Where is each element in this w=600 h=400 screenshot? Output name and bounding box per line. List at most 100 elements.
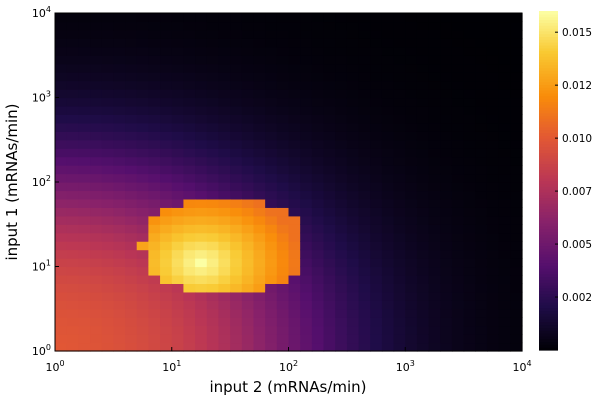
heatmap-cell	[125, 241, 138, 251]
heatmap-cell	[66, 46, 79, 56]
heatmap-cell	[346, 258, 360, 268]
heatmap-cell	[416, 182, 430, 192]
heatmap-cell	[125, 232, 138, 242]
heatmap-cell	[475, 114, 488, 124]
heatmap-cell	[370, 198, 383, 208]
colorbar-swatch	[539, 301, 558, 306]
heatmap-cell	[440, 89, 453, 99]
heatmap-cell	[451, 283, 465, 293]
heatmap-cell	[288, 63, 301, 73]
heatmap-cell	[311, 80, 325, 90]
heatmap-cell	[171, 249, 185, 259]
heatmap-cell	[463, 63, 476, 73]
heatmap-cell	[335, 232, 348, 242]
y-tick-label: 100	[32, 343, 51, 358]
heatmap-cell	[370, 232, 383, 242]
heatmap-cell	[358, 274, 371, 284]
heatmap-cell	[498, 63, 511, 73]
colorbar-swatch	[539, 276, 558, 280]
heatmap-cell	[230, 241, 243, 251]
heatmap-cell	[78, 283, 91, 293]
colorbar-swatch	[539, 324, 558, 328]
heatmap-cell	[358, 156, 371, 166]
heatmap-cell	[148, 97, 161, 107]
heatmap-cell	[288, 38, 301, 48]
heatmap-cell	[160, 190, 173, 200]
heatmap-cell	[498, 308, 511, 318]
heatmap-cell	[218, 13, 231, 23]
heatmap-cell	[393, 342, 406, 352]
heatmap-cell	[78, 89, 91, 99]
heatmap-cell	[323, 325, 336, 335]
heatmap-cell	[265, 308, 278, 318]
heatmap-cell	[195, 114, 208, 124]
heatmap-cell	[463, 114, 476, 124]
heatmap-cell	[451, 97, 465, 107]
heatmap-cell	[195, 334, 208, 344]
heatmap-cell	[358, 190, 371, 200]
heatmap-cell	[300, 317, 313, 327]
heatmap-cell	[346, 198, 360, 208]
heatmap-cell	[510, 317, 523, 327]
heatmap-cell	[136, 258, 149, 268]
heatmap-cell	[335, 274, 348, 284]
heatmap-cell	[498, 148, 511, 158]
heatmap-cell	[440, 198, 453, 208]
heatmap-cell	[230, 114, 243, 124]
heatmap-cell	[335, 291, 348, 301]
heatmap-cell	[276, 334, 290, 344]
heatmap-cell	[183, 317, 196, 327]
heatmap-cell	[346, 38, 360, 48]
heatmap-cell	[171, 13, 185, 23]
heatmap-cell	[370, 165, 383, 175]
heatmap-cell	[393, 274, 406, 284]
heatmap-cell	[335, 46, 348, 56]
heatmap-cell	[113, 283, 126, 293]
heatmap-cell	[171, 241, 185, 251]
heatmap-cell	[370, 131, 383, 141]
heatmap-cell	[381, 38, 395, 48]
heatmap-cell	[66, 283, 79, 293]
heatmap-cell	[160, 232, 173, 242]
heatmap-cell	[463, 72, 476, 82]
heatmap-cell	[183, 13, 196, 23]
heatmap-cell	[475, 80, 488, 90]
heatmap-cell	[276, 325, 290, 335]
heatmap-cell	[241, 190, 255, 200]
heatmap-cell	[183, 173, 196, 183]
colorbar-swatch	[539, 138, 558, 142]
heatmap-cell	[276, 114, 290, 124]
heatmap-cell	[498, 21, 511, 31]
heatmap-cell	[498, 13, 511, 23]
colorbar-swatch	[539, 299, 558, 303]
heatmap-cell	[475, 63, 488, 73]
heatmap-cell	[230, 63, 243, 73]
colorbar-swatch	[539, 180, 558, 184]
heatmap-cell	[253, 55, 266, 65]
heatmap-cell	[428, 105, 441, 115]
heatmap-cell	[276, 38, 290, 48]
heatmap-cell	[206, 131, 220, 141]
heatmap-cell	[55, 258, 68, 268]
heatmap-cell	[66, 258, 79, 268]
heatmap-cell	[206, 258, 220, 268]
heatmap-cell	[253, 215, 266, 225]
heatmap-cell	[393, 198, 406, 208]
heatmap-cell	[55, 13, 68, 23]
heatmap-cell	[288, 148, 301, 158]
colorbar-swatch	[539, 248, 558, 252]
heatmap-cell	[230, 182, 243, 192]
heatmap-cell	[311, 190, 325, 200]
heatmap-cell	[335, 139, 348, 149]
heatmap-cell	[206, 97, 220, 107]
heatmap-cell	[253, 198, 266, 208]
heatmap-cell	[265, 241, 278, 251]
heatmap-cell	[265, 300, 278, 310]
colorbar-swatch	[539, 220, 558, 224]
heatmap-cell	[206, 342, 220, 352]
heatmap-cell	[463, 308, 476, 318]
heatmap-cell	[381, 63, 395, 73]
heatmap-cell	[300, 198, 313, 208]
heatmap-cell	[311, 63, 325, 73]
heatmap-cell	[101, 317, 114, 327]
